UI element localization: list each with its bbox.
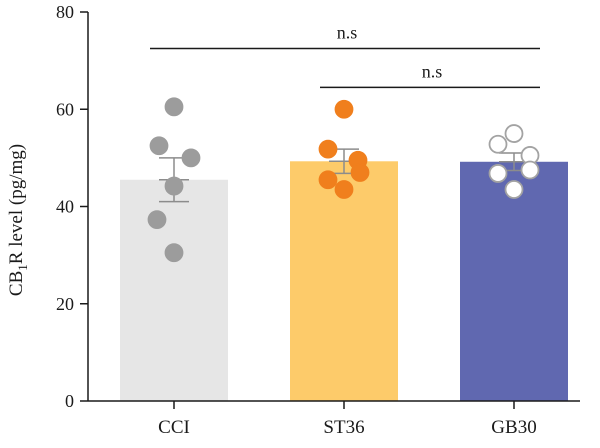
- data-point-cci: [164, 97, 184, 117]
- data-point-cci: [149, 136, 169, 156]
- points-layer: [147, 97, 540, 263]
- y-tick-label: 40: [56, 197, 74, 217]
- data-point-st36: [318, 170, 338, 190]
- data-point-gb30: [488, 134, 508, 154]
- significance-layer: n.s n.s: [150, 22, 540, 89]
- data-point-gb30: [504, 180, 524, 199]
- data-point-cci: [181, 148, 201, 168]
- bar-cci: [120, 179, 228, 401]
- data-point-st36: [350, 163, 370, 182]
- bars-layer: [120, 161, 568, 401]
- data-point-gb30: [488, 164, 508, 183]
- y-tick-label: 80: [56, 2, 74, 22]
- bar-gb30: [460, 161, 568, 401]
- y-ticks-layer: 0 20 40 60 80: [56, 2, 88, 411]
- y-axis-label: CB1R level (pg/mg): [6, 144, 30, 296]
- y-tick-label: 20: [56, 294, 74, 314]
- data-point-st36: [334, 180, 354, 199]
- significance-label: n.s: [337, 22, 358, 42]
- data-point-cci: [147, 210, 167, 230]
- data-point-cci: [164, 243, 184, 263]
- data-point-gb30: [504, 124, 524, 143]
- significance-label: n.s: [422, 61, 443, 81]
- data-point-cci: [164, 176, 184, 196]
- y-tick-label: 0: [65, 391, 74, 411]
- x-tick-label-st36: ST36: [323, 417, 364, 438]
- data-point-st36: [334, 99, 354, 119]
- x-ticks-layer: CCI ST36 GB30: [158, 401, 537, 438]
- data-point-st36: [318, 139, 338, 159]
- data-point-gb30: [520, 160, 540, 180]
- y-tick-label: 60: [56, 99, 74, 119]
- x-tick-label-cci: CCI: [158, 417, 190, 438]
- bar-st36: [290, 161, 398, 401]
- x-tick-label-gb30: GB30: [491, 417, 536, 438]
